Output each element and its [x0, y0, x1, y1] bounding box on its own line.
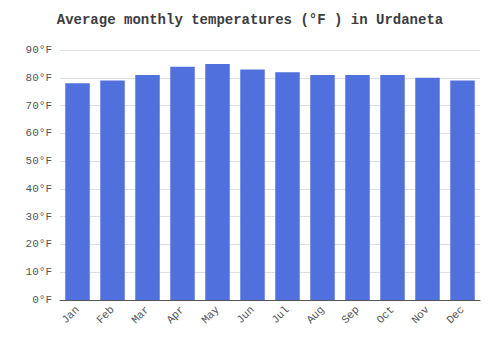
svg-text:Nov: Nov: [409, 303, 432, 326]
svg-text:0°F: 0°F: [32, 294, 52, 306]
svg-text:20°F: 20°F: [26, 238, 52, 250]
svg-text:50°F: 50°F: [26, 155, 52, 167]
svg-text:70°F: 70°F: [26, 100, 52, 112]
svg-text:Average monthly temperatures (: Average monthly temperatures (°F ) in Ur…: [57, 12, 444, 28]
svg-text:Sep: Sep: [339, 304, 361, 326]
svg-text:10°F: 10°F: [26, 266, 52, 278]
svg-text:Mar: Mar: [129, 304, 151, 326]
svg-text:May: May: [199, 303, 222, 326]
svg-text:30°F: 30°F: [26, 211, 52, 223]
svg-text:80°F: 80°F: [26, 72, 52, 84]
svg-text:60°F: 60°F: [26, 127, 52, 139]
svg-text:Dec: Dec: [444, 304, 466, 326]
svg-text:90°F: 90°F: [26, 44, 52, 56]
svg-text:40°F: 40°F: [26, 183, 52, 195]
svg-text:Aug: Aug: [304, 304, 326, 326]
svg-text:Jan: Jan: [59, 304, 81, 326]
svg-text:Oct: Oct: [374, 304, 396, 326]
svg-text:Apr: Apr: [164, 304, 186, 326]
svg-text:Jul: Jul: [269, 304, 291, 326]
svg-text:Feb: Feb: [94, 304, 116, 326]
svg-text:Jun: Jun: [234, 304, 256, 326]
